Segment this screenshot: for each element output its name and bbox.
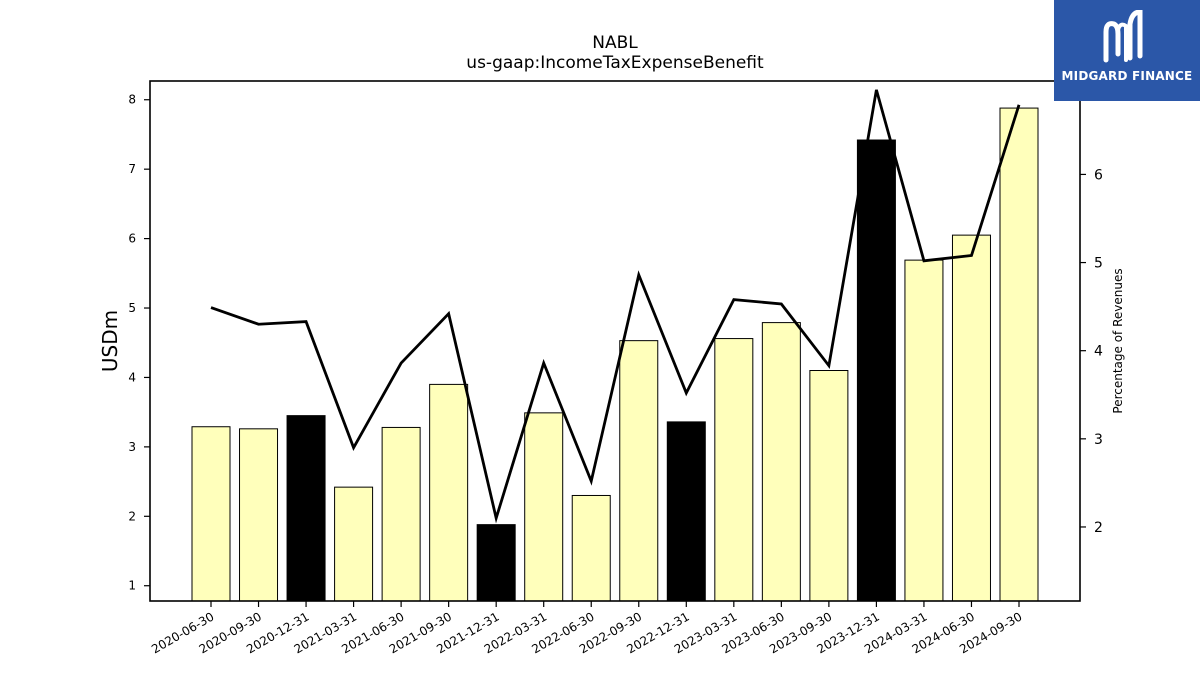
y-tick-label: 1 xyxy=(128,579,136,593)
y2-tick-label: 4 xyxy=(1094,344,1103,360)
bar xyxy=(381,426,421,602)
bar xyxy=(334,486,374,602)
bar xyxy=(571,494,611,602)
y-tick-label: 8 xyxy=(128,93,136,107)
bar xyxy=(476,524,516,602)
bar xyxy=(286,415,326,602)
y-tick-label: 4 xyxy=(128,370,136,384)
bar xyxy=(761,322,801,602)
percentage-line xyxy=(210,89,1021,524)
bar xyxy=(714,338,754,602)
bar xyxy=(429,383,469,602)
bar xyxy=(666,421,706,602)
midgard-finance-logo: MIDGARD FINANCE xyxy=(1054,0,1200,101)
y2-tick-label: 5 xyxy=(1094,256,1103,272)
bar xyxy=(809,370,849,602)
chart-subtitle: us-gaap:IncomeTaxExpenseBenefit xyxy=(466,53,764,73)
y2-tick-label: 3 xyxy=(1094,432,1103,448)
y2-tick-label: 2 xyxy=(1094,520,1103,536)
bar xyxy=(904,259,944,602)
y-tick-label: 2 xyxy=(128,509,136,523)
right-axis: 2 3 4 5 6 xyxy=(1080,167,1103,536)
y2-tick-label: 6 xyxy=(1094,167,1103,183)
bar xyxy=(191,426,231,602)
midgard-m-icon xyxy=(1103,10,1143,63)
y-tick-label: 6 xyxy=(128,232,136,246)
plot-frame xyxy=(149,80,1081,602)
y2-axis-label: Percentage of Revenues xyxy=(1111,268,1125,413)
bar xyxy=(856,139,896,602)
line-group xyxy=(210,89,1021,524)
logo-text: MIDGARD FINANCE xyxy=(1061,69,1193,83)
bar xyxy=(619,340,659,602)
y-tick-label: 7 xyxy=(128,162,136,176)
x-axis: 2020-06-302020-09-302020-12-312021-03-31… xyxy=(149,601,1025,656)
bar xyxy=(999,107,1039,602)
left-axis: 1 2 3 4 5 6 7 8 xyxy=(128,93,150,593)
chart-title: NABL xyxy=(592,33,638,53)
bar xyxy=(239,428,279,602)
y-tick-label: 5 xyxy=(128,301,136,315)
y-axis-label: USDm xyxy=(98,310,122,372)
bars-group xyxy=(191,107,1039,602)
bar xyxy=(951,234,991,602)
y-tick-label: 3 xyxy=(128,440,136,454)
bar xyxy=(524,412,564,602)
